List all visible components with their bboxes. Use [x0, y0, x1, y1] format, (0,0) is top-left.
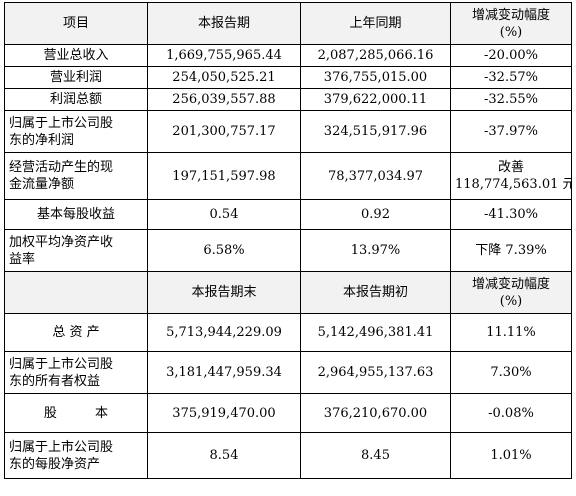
row-current-value: 8.54: [147, 432, 301, 479]
table-row: 利润总额 256,039,557.88 379,622,000.11 -32.5…: [4, 88, 572, 111]
row-current-value: 1,669,755,965.44: [147, 44, 301, 67]
table-row: 加权平均净资产收 益率 6.58% 13.97% 下降 7.39%: [4, 229, 572, 272]
row-change-value: -32.55%: [450, 88, 572, 111]
row-current-value: 3,181,447,959.34: [147, 351, 301, 394]
row-change-value: -37.97%: [450, 110, 572, 153]
row-label-line2: 东的净利润: [9, 132, 75, 148]
row-change-value: -0.08%: [450, 393, 572, 433]
row-label: 归属于上市公司股 东的所有者权益: [4, 351, 148, 394]
row-current-value: 201,300,757.17: [147, 110, 301, 153]
row-label: 营业总收入: [4, 44, 148, 67]
row-change-line1: 改善: [497, 160, 524, 175]
header-item: 项目: [4, 2, 148, 45]
row-label-line2: 东的所有者权益: [9, 373, 101, 389]
row-prior-value: 8.45: [300, 432, 451, 479]
row-prior-value: 2,964,955,137.63: [300, 351, 451, 394]
header-change-line1: 增减变动幅度: [471, 7, 550, 23]
row-prior-value: 78,377,034.97: [300, 152, 451, 200]
row-prior-value: 2,087,285,066.16: [300, 44, 451, 67]
financial-summary-table: 项目 本报告期 上年同期 增减变动幅度 (%) 营业总收入 1,669,755,…: [4, 2, 572, 479]
table-row: 经营活动产生的现 金流量净额 197,151,597.98 78,377,034…: [4, 152, 572, 200]
row-label-line1: 经营活动产生的现: [9, 160, 114, 175]
row-current-value: 197,151,597.98: [147, 152, 301, 200]
row-prior-value: 5,142,496,381.41: [300, 313, 451, 352]
row-label-line1: 归属于上市公司股: [9, 356, 114, 372]
row-label-line1: 归属于上市公司股: [9, 439, 114, 455]
row-current-value: 5,713,944,229.09: [147, 313, 301, 352]
row-label-line2: 东的每股净资产: [9, 456, 101, 472]
row-label: 基本每股收益: [4, 199, 148, 230]
row-prior-value: 13.97%: [300, 229, 451, 272]
row-change-value: -32.57%: [450, 66, 572, 89]
row-label: 总 资 产: [4, 313, 148, 352]
row-change-value: 11.11%: [450, 313, 572, 352]
table-header-row: 项目 本报告期 上年同期 增减变动幅度 (%): [4, 2, 572, 45]
row-label-line2: 金流量净额: [9, 177, 75, 192]
row-prior-value: 379,622,000.11: [300, 88, 451, 111]
subheader-change-line1: 增减变动幅度: [471, 276, 550, 292]
subheader-empty-cell: [4, 271, 148, 314]
row-change-value: 7.30%: [450, 351, 572, 394]
table-row: 归属于上市公司股 东的所有者权益 3,181,447,959.34 2,964,…: [4, 351, 572, 394]
row-label-line1: 归属于上市公司股: [9, 115, 114, 131]
subheader-period-start: 本报告期初: [300, 271, 451, 314]
row-change-value: 1.01%: [450, 432, 572, 479]
row-change-value: 改善 118,774,563.01 元: [450, 152, 572, 200]
header-prior-period: 上年同期: [300, 2, 451, 45]
row-prior-value: 376,755,015.00: [300, 66, 451, 89]
header-current-period: 本报告期: [147, 2, 301, 45]
subheader-change-line2: (%): [499, 293, 523, 309]
table-row: 营业利润 254,050,525.21 376,755,015.00 -32.5…: [4, 66, 572, 89]
row-change-value: -41.30%: [450, 199, 572, 230]
row-change-value: -20.00%: [450, 44, 572, 67]
header-change-line2: (%): [499, 24, 523, 40]
row-current-value: 256,039,557.88: [147, 88, 301, 111]
row-current-value: 0.54: [147, 199, 301, 230]
table-row: 总 资 产 5,713,944,229.09 5,142,496,381.41 …: [4, 313, 572, 352]
row-current-value: 375,919,470.00: [147, 393, 301, 433]
table-row: 归属于上市公司股 东的净利润 201,300,757.17 324,515,91…: [4, 110, 572, 153]
row-label-line1: 加权平均净资产收: [9, 234, 114, 250]
header-change: 增减变动幅度 (%): [450, 2, 572, 45]
table-row: 归属于上市公司股 东的每股净资产 8.54 8.45 1.01%: [4, 432, 572, 479]
financial-table-container: 项目 本报告期 上年同期 增减变动幅度 (%) 营业总收入 1,669,755,…: [4, 2, 572, 479]
row-prior-value: 324,515,917.96: [300, 110, 451, 153]
row-change-value: 下降 7.39%: [450, 229, 572, 272]
row-current-value: 254,050,525.21: [147, 66, 301, 89]
table-row: 基本每股收益 0.54 0.92 -41.30%: [4, 199, 572, 230]
subheader-period-end: 本报告期末: [147, 271, 301, 314]
subheader-change: 增减变动幅度 (%): [450, 271, 572, 314]
row-label: 股 本: [4, 393, 148, 433]
table-row: 营业总收入 1,669,755,965.44 2,087,285,066.16 …: [4, 44, 572, 67]
row-current-value: 6.58%: [147, 229, 301, 272]
row-label: 经营活动产生的现 金流量净额: [4, 152, 148, 200]
table-row: 股 本 375,919,470.00 376,210,670.00 -0.08%: [4, 393, 572, 433]
row-label: 利润总额: [4, 88, 148, 111]
table-subheader-row: 本报告期末 本报告期初 增减变动幅度 (%): [4, 271, 572, 314]
row-label: 加权平均净资产收 益率: [4, 229, 148, 272]
row-label: 营业利润: [4, 66, 148, 89]
row-label-line2: 益率: [9, 251, 36, 267]
row-label: 归属于上市公司股 东的每股净资产: [4, 432, 148, 479]
row-change-line2: 118,774,563.01 元: [455, 177, 572, 192]
row-prior-value: 0.92: [300, 199, 451, 230]
row-prior-value: 376,210,670.00: [300, 393, 451, 433]
row-label: 归属于上市公司股 东的净利润: [4, 110, 148, 153]
